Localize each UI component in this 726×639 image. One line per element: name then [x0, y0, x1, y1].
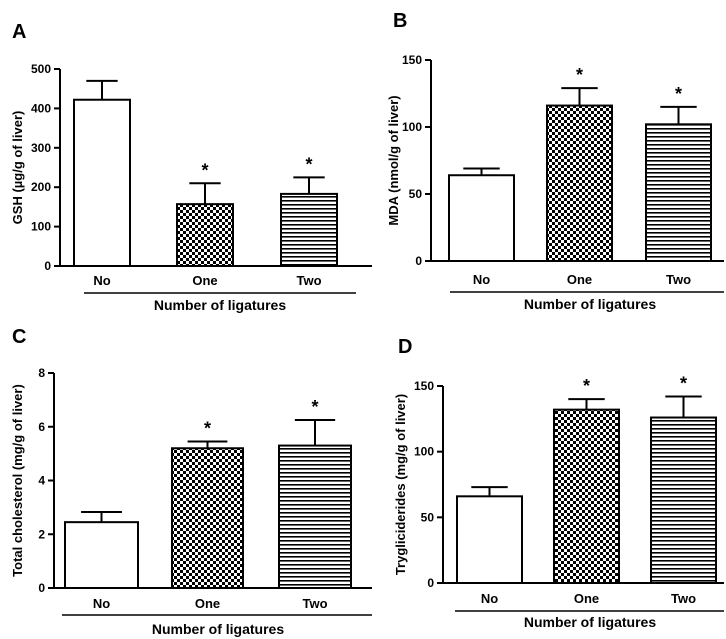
panel-c: C 0 2 4 6 8 Total cholesterol (mg/g of liver) N…	[10, 326, 372, 637]
y-tick-label: 150	[402, 53, 422, 67]
y-axis-label: GSH (µg/g of liver)	[10, 111, 25, 225]
y-tick-label: 400	[31, 101, 51, 115]
bar	[176, 203, 234, 267]
category-label: One	[574, 591, 599, 606]
y-tick-label: 2	[38, 527, 45, 541]
significance-star: *	[204, 419, 211, 439]
significance-star: *	[576, 65, 583, 85]
y-tick-label: 500	[31, 62, 51, 76]
x-axis-label: Number of ligatures	[524, 614, 656, 630]
category-label: Two	[296, 273, 321, 288]
category-label: One	[192, 273, 217, 288]
significance-star: *	[680, 374, 687, 394]
y-tick-label: 100	[31, 220, 51, 234]
bar	[546, 104, 613, 262]
y-tick-label: 8	[38, 366, 45, 380]
panel-d: D 0 50 100 150 Trygliciderides (mg/g of liver…	[393, 336, 724, 630]
y-tick-label: 100	[414, 445, 434, 459]
panel-letter: A	[12, 21, 26, 43]
y-tick-label: 100	[402, 120, 422, 134]
significance-star: *	[311, 397, 318, 417]
bar	[650, 416, 717, 584]
panel-letter: D	[398, 336, 412, 358]
x-axis-label: Number of ligatures	[154, 297, 286, 313]
bar	[73, 98, 131, 268]
panel-letter: B	[393, 10, 407, 32]
category-label: No	[481, 591, 498, 606]
y-tick-label: 0	[415, 254, 422, 268]
category-label: Two	[671, 591, 696, 606]
y-tick-label: 0	[38, 581, 45, 595]
y-tick-label: 4	[38, 474, 45, 488]
bar	[645, 123, 712, 262]
bar	[456, 495, 523, 585]
panel-a: A 0 100 200 300 400 500 GSH (µg/g of liver) No * O…	[10, 21, 372, 313]
bar	[278, 444, 352, 589]
category-label: Two	[302, 596, 327, 611]
category-label: One	[195, 596, 220, 611]
bar	[553, 408, 620, 585]
significance-star: *	[675, 84, 682, 104]
y-tick-label: 150	[414, 379, 434, 393]
y-tick-label: 200	[31, 180, 51, 194]
category-label: One	[567, 272, 592, 287]
category-label: No	[93, 273, 110, 288]
bar	[171, 447, 244, 589]
y-tick-label: 300	[31, 141, 51, 155]
category-label: No	[473, 272, 490, 287]
y-axis-label: MDA (nmol/g of liver)	[386, 95, 401, 225]
significance-star: *	[305, 154, 312, 174]
y-axis-label: Total cholesterol (mg/g of liver)	[10, 384, 25, 577]
significance-star: *	[583, 376, 590, 396]
y-axis-label: Trygliciderides (mg/g of liver)	[393, 394, 408, 575]
bar	[64, 521, 139, 589]
y-tick-label: 50	[421, 510, 435, 524]
x-axis-label: Number of ligatures	[152, 621, 284, 637]
bar	[448, 174, 515, 263]
x-axis-label: Number of ligatures	[524, 296, 656, 312]
panel-letter: C	[12, 326, 26, 348]
y-tick-label: 0	[44, 259, 51, 273]
category-label: No	[93, 596, 110, 611]
panel-b: B 0 50 100 150 MDA (nmol/g of liver) No * One * Tw…	[386, 10, 724, 312]
y-tick-label: 0	[427, 576, 434, 590]
significance-star: *	[201, 160, 208, 180]
bar	[280, 192, 338, 267]
category-label: Two	[666, 272, 691, 287]
y-tick-label: 6	[38, 420, 45, 434]
y-tick-label: 50	[409, 187, 423, 201]
